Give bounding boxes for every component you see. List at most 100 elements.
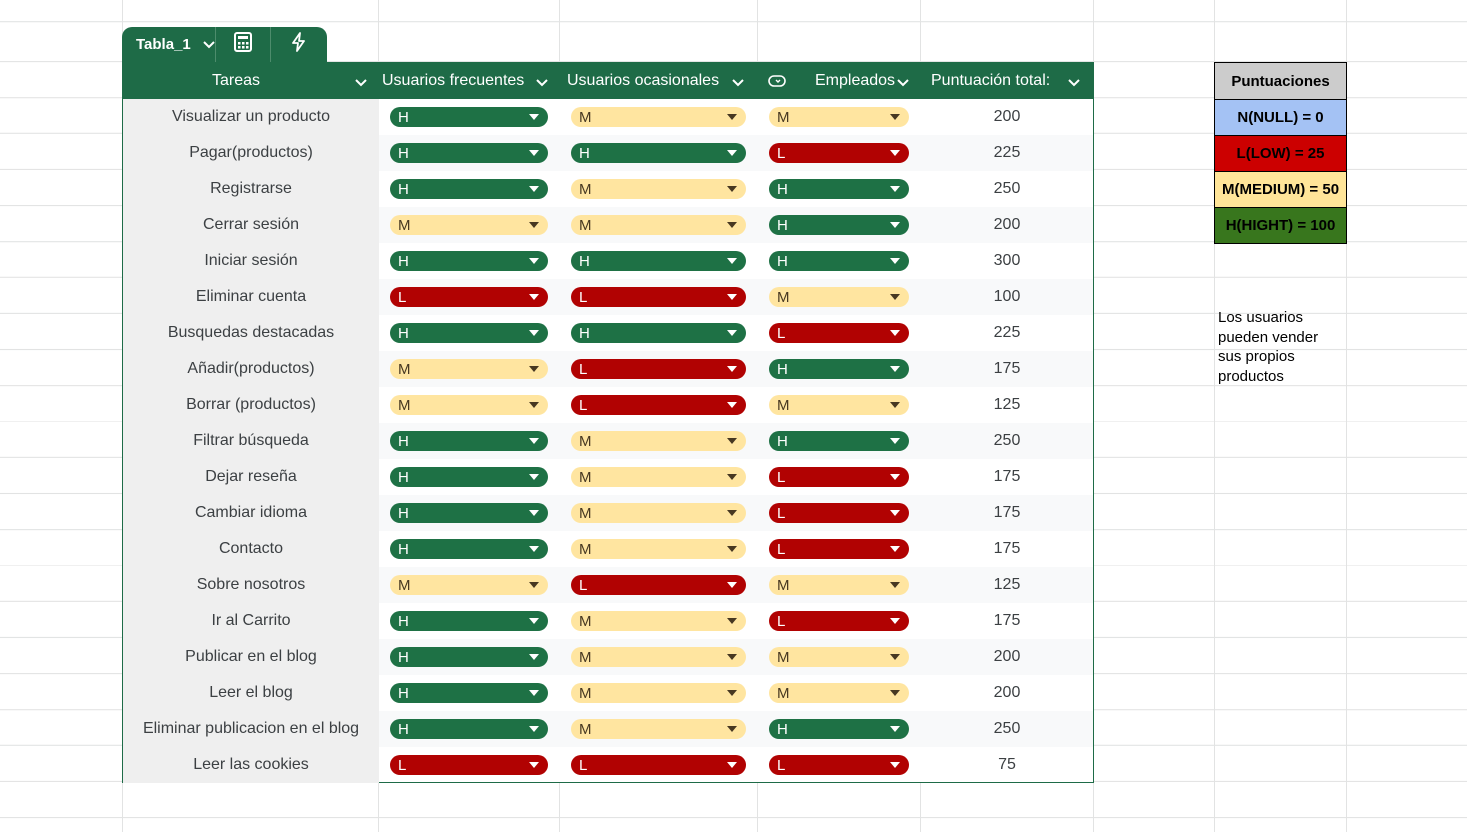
- task-cell[interactable]: Cerrar sesión: [123, 207, 379, 243]
- priority-dropdown-chip[interactable]: H: [390, 107, 548, 127]
- priority-dropdown-chip[interactable]: M: [390, 215, 548, 235]
- priority-dropdown-chip[interactable]: H: [769, 431, 909, 451]
- task-cell[interactable]: Eliminar publicacion en el blog: [123, 711, 379, 747]
- priority-dropdown-chip[interactable]: L: [769, 143, 909, 163]
- task-cell[interactable]: Leer el blog: [123, 675, 379, 711]
- task-cell[interactable]: Ir al Carrito: [123, 603, 379, 639]
- total-score-cell[interactable]: 175: [993, 360, 1021, 377]
- priority-dropdown-chip[interactable]: H: [390, 323, 548, 343]
- header-puntuacion-total[interactable]: Puntuación total:: [921, 63, 1093, 99]
- priority-dropdown-chip[interactable]: H: [390, 503, 548, 523]
- total-score-cell[interactable]: 250: [993, 432, 1021, 449]
- task-cell[interactable]: Leer las cookies: [123, 747, 379, 783]
- priority-dropdown-chip[interactable]: M: [571, 467, 746, 487]
- total-score-cell[interactable]: 125: [993, 396, 1021, 413]
- priority-dropdown-chip[interactable]: M: [571, 647, 746, 667]
- task-cell[interactable]: Eliminar cuenta: [123, 279, 379, 315]
- total-score-cell[interactable]: 300: [993, 252, 1021, 269]
- priority-dropdown-chip[interactable]: M: [571, 683, 746, 703]
- total-score-cell[interactable]: 250: [993, 720, 1021, 737]
- header-usuarios-frecuentes[interactable]: Usuarios frecuentes: [379, 63, 560, 99]
- task-cell[interactable]: Visualizar un producto: [123, 99, 379, 135]
- priority-dropdown-chip[interactable]: M: [769, 647, 909, 667]
- priority-dropdown-chip[interactable]: L: [571, 359, 746, 379]
- total-score-cell[interactable]: 225: [993, 144, 1021, 161]
- priority-dropdown-chip[interactable]: H: [390, 539, 548, 559]
- priority-dropdown-chip[interactable]: M: [769, 395, 909, 415]
- priority-dropdown-chip[interactable]: H: [769, 719, 909, 739]
- total-score-cell[interactable]: 175: [993, 540, 1021, 557]
- priority-dropdown-chip[interactable]: L: [571, 575, 746, 595]
- chevron-down-icon[interactable]: [1068, 74, 1080, 92]
- legend-title[interactable]: Puntuaciones: [1215, 63, 1346, 99]
- total-score-cell[interactable]: 225: [993, 324, 1021, 341]
- priority-dropdown-chip[interactable]: M: [571, 179, 746, 199]
- task-cell[interactable]: Iniciar sesión: [123, 243, 379, 279]
- priority-dropdown-chip[interactable]: L: [769, 467, 909, 487]
- priority-dropdown-chip[interactable]: M: [769, 287, 909, 307]
- task-cell[interactable]: Borrar (productos): [123, 387, 379, 423]
- priority-dropdown-chip[interactable]: M: [571, 503, 746, 523]
- priority-dropdown-chip[interactable]: M: [571, 431, 746, 451]
- priority-dropdown-chip[interactable]: H: [390, 143, 548, 163]
- task-cell[interactable]: Pagar(productos): [123, 135, 379, 171]
- priority-dropdown-chip[interactable]: H: [769, 359, 909, 379]
- priority-dropdown-chip[interactable]: H: [390, 647, 548, 667]
- priority-dropdown-chip[interactable]: H: [571, 323, 746, 343]
- priority-dropdown-chip[interactable]: M: [571, 719, 746, 739]
- legend-item-null[interactable]: N(NULL) = 0: [1215, 99, 1346, 135]
- total-score-cell[interactable]: 200: [993, 684, 1021, 701]
- priority-dropdown-chip[interactable]: L: [769, 611, 909, 631]
- priority-dropdown-chip[interactable]: M: [390, 575, 548, 595]
- priority-dropdown-chip[interactable]: M: [571, 539, 746, 559]
- priority-dropdown-chip[interactable]: H: [390, 431, 548, 451]
- priority-dropdown-chip[interactable]: H: [390, 179, 548, 199]
- priority-dropdown-chip[interactable]: H: [571, 143, 746, 163]
- total-score-cell[interactable]: 200: [993, 648, 1021, 665]
- legend-item-medium[interactable]: M(MEDIUM) = 50: [1215, 171, 1346, 207]
- total-score-cell[interactable]: 200: [993, 108, 1021, 125]
- task-cell[interactable]: Busquedas destacadas: [123, 315, 379, 351]
- legend-item-low[interactable]: L(LOW) = 25: [1215, 135, 1346, 171]
- priority-dropdown-chip[interactable]: M: [769, 107, 909, 127]
- total-score-cell[interactable]: 200: [993, 216, 1021, 233]
- task-cell[interactable]: Sobre nosotros: [123, 567, 379, 603]
- chevron-down-icon[interactable]: [732, 74, 744, 92]
- priority-dropdown-chip[interactable]: L: [390, 287, 548, 307]
- header-tareas[interactable]: Tareas: [123, 63, 379, 99]
- task-cell[interactable]: Publicar en el blog: [123, 639, 379, 675]
- priority-dropdown-chip[interactable]: M: [571, 215, 746, 235]
- legend-item-high[interactable]: H(HIGHT) = 100: [1215, 207, 1346, 243]
- priority-dropdown-chip[interactable]: L: [769, 755, 909, 775]
- priority-dropdown-chip[interactable]: L: [769, 539, 909, 559]
- priority-dropdown-chip[interactable]: L: [571, 395, 746, 415]
- table-name-menu[interactable]: Tabla_1: [122, 27, 216, 62]
- priority-dropdown-chip[interactable]: H: [390, 683, 548, 703]
- table-actions-button[interactable]: [271, 27, 326, 62]
- priority-dropdown-chip[interactable]: H: [390, 467, 548, 487]
- total-score-cell[interactable]: 100: [993, 288, 1021, 305]
- priority-dropdown-chip[interactable]: M: [769, 575, 909, 595]
- header-usuarios-ocasionales[interactable]: Usuarios ocasionales: [560, 63, 758, 99]
- total-score-cell[interactable]: 175: [993, 468, 1021, 485]
- priority-dropdown-chip[interactable]: M: [390, 395, 548, 415]
- task-cell[interactable]: Filtrar búsqueda: [123, 423, 379, 459]
- priority-dropdown-chip[interactable]: L: [571, 755, 746, 775]
- priority-dropdown-chip[interactable]: H: [390, 251, 548, 271]
- priority-dropdown-chip[interactable]: L: [571, 287, 746, 307]
- priority-dropdown-chip[interactable]: L: [769, 503, 909, 523]
- priority-dropdown-chip[interactable]: H: [769, 179, 909, 199]
- note-text[interactable]: Los usuarios pueden vender sus propios p…: [1218, 309, 1319, 385]
- priority-dropdown-chip[interactable]: H: [769, 251, 909, 271]
- chevron-down-icon[interactable]: [897, 74, 909, 92]
- priority-dropdown-chip[interactable]: L: [769, 323, 909, 343]
- task-cell[interactable]: Contacto: [123, 531, 379, 567]
- task-cell[interactable]: Cambiar idioma: [123, 495, 379, 531]
- chevron-down-icon[interactable]: [536, 74, 548, 92]
- priority-dropdown-chip[interactable]: L: [390, 755, 548, 775]
- header-empleados[interactable]: Empleados: [758, 63, 921, 99]
- total-score-cell[interactable]: 75: [998, 756, 1016, 773]
- total-score-cell[interactable]: 175: [993, 504, 1021, 521]
- chevron-down-icon[interactable]: [355, 74, 367, 92]
- total-score-cell[interactable]: 175: [993, 612, 1021, 629]
